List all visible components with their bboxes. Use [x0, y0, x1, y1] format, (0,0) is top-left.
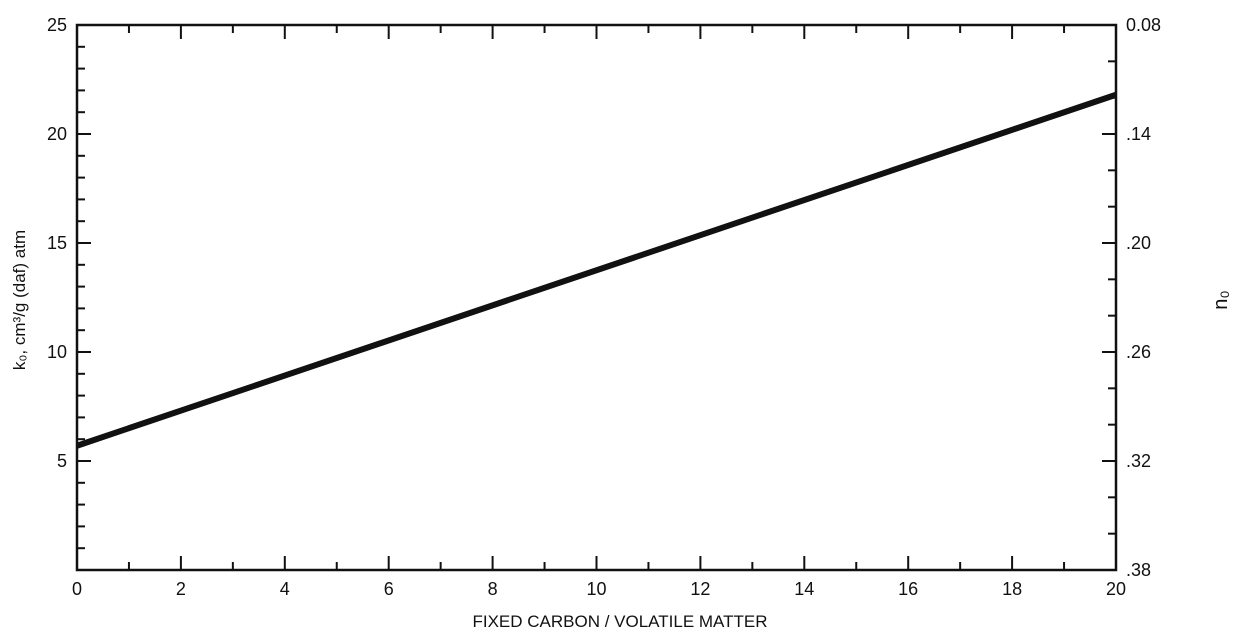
- plot-frame: [75, 23, 1118, 572]
- x-tick-label: 16: [898, 579, 918, 599]
- y2-tick-label: .26: [1126, 342, 1151, 362]
- tick-marks: [76, 24, 1117, 571]
- series-line: [76, 91, 1117, 449]
- tick-labels: 0 2 4 6 8 10 12 14 16 18 20 5 10 15 20 25 .38 .32 .26 .20 .1…: [47, 15, 1161, 599]
- x-tick-label: 4: [280, 579, 290, 599]
- series-layer: [76, 91, 1117, 449]
- y-tick-label: 25: [47, 15, 67, 35]
- y-tick-label: 20: [47, 124, 67, 144]
- y-axis-title: k₀, cm³/g (daf) atm: [10, 230, 29, 370]
- x-tick-label: 2: [176, 579, 186, 599]
- plot-area-border: [75, 23, 1118, 572]
- y2-axis-title: n₀: [1210, 290, 1232, 309]
- x-tick-label: 14: [794, 579, 814, 599]
- x-tick-label: 8: [488, 579, 498, 599]
- y2-tick-label: .14: [1126, 124, 1151, 144]
- y2-tick-label: 0.08: [1126, 15, 1161, 35]
- x-tick-label: 12: [690, 579, 710, 599]
- x-tick-label: 20: [1106, 579, 1126, 599]
- y2-tick-label: .38: [1126, 560, 1151, 580]
- y-tick-label: 5: [57, 451, 67, 471]
- x-tick-label: 0: [72, 579, 82, 599]
- y-tick-label: 10: [47, 342, 67, 362]
- y-tick-label: 15: [47, 233, 67, 253]
- x-tick-label: 18: [1002, 579, 1022, 599]
- y2-tick-label: .20: [1126, 233, 1151, 253]
- y2-tick-label: .32: [1126, 451, 1151, 471]
- x-tick-label: 10: [586, 579, 606, 599]
- x-axis-title: FIXED CARBON / VOLATILE MATTER: [472, 612, 767, 631]
- x-tick-label: 6: [384, 579, 394, 599]
